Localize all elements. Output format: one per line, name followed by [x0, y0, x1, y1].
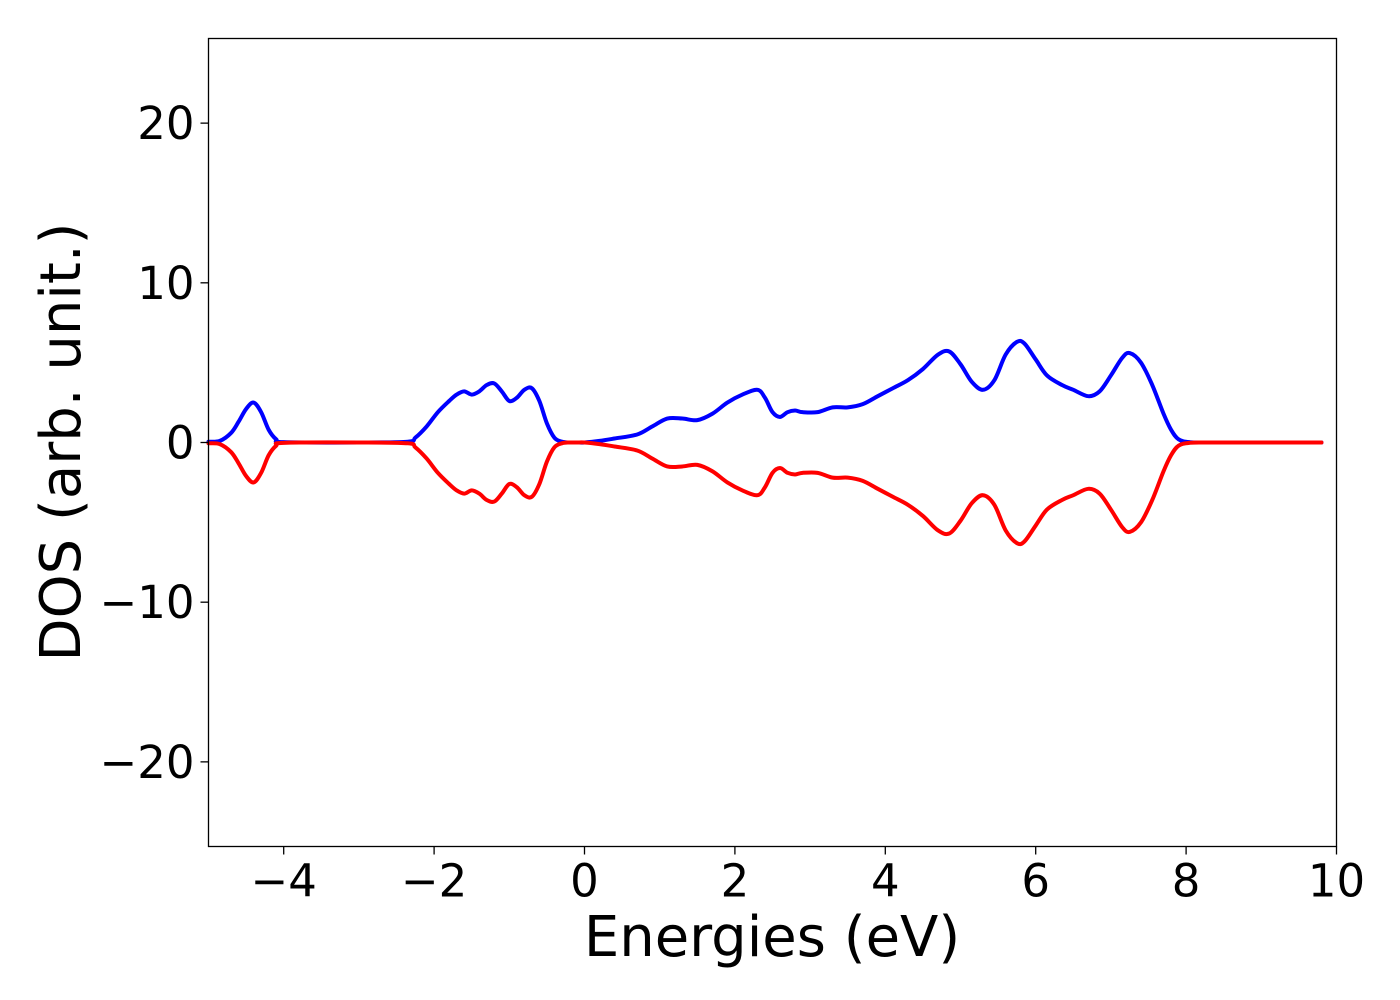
x-tick-label: 2	[721, 855, 750, 908]
x-tick-label: 6	[1021, 855, 1050, 908]
y-axis-title: DOS (arb. unit.)	[29, 222, 94, 661]
x-tick-label: −2	[401, 855, 467, 908]
y-tick-label: −20	[100, 736, 195, 789]
x-tick-label: 0	[570, 855, 599, 908]
series-layer	[206, 338, 1324, 547]
y-tick-label: 20	[137, 97, 194, 150]
y-tick-label: −10	[100, 576, 195, 629]
y-axis: 20 10 0 −10 −20	[100, 97, 209, 789]
x-tick-label: 4	[871, 855, 900, 908]
dos-series-line-up	[206, 338, 1324, 445]
x-tick-label: −4	[251, 855, 317, 908]
x-tick-label: 8	[1172, 855, 1201, 908]
dos-series-line-down	[206, 440, 1324, 547]
y-tick-label: 0	[166, 417, 195, 470]
x-tick-label: 10	[1308, 855, 1365, 908]
y-tick-label: 10	[137, 257, 194, 310]
x-axis: −4 −2 0 2 4 6 8 10	[251, 846, 1365, 908]
x-axis-title: Energies (eV)	[584, 905, 960, 970]
